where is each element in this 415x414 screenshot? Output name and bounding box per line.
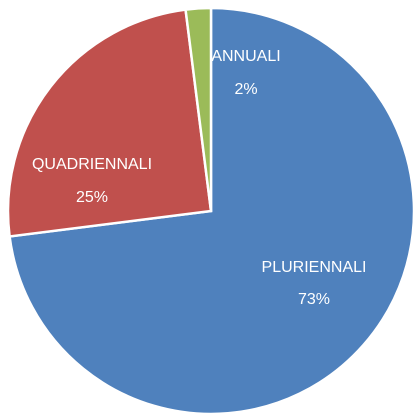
slice-label: ANNUALI <box>211 48 280 65</box>
slice-value-label: 2% <box>234 81 257 98</box>
pie-slice <box>184 6 213 212</box>
slice-value-label: 25% <box>76 189 108 206</box>
pie-slice <box>6 8 213 238</box>
slice-value-label: 73% <box>298 291 330 308</box>
slice-label: PLURIENNALI <box>262 259 367 276</box>
slice-label: QUADRIENNALI <box>32 156 152 173</box>
